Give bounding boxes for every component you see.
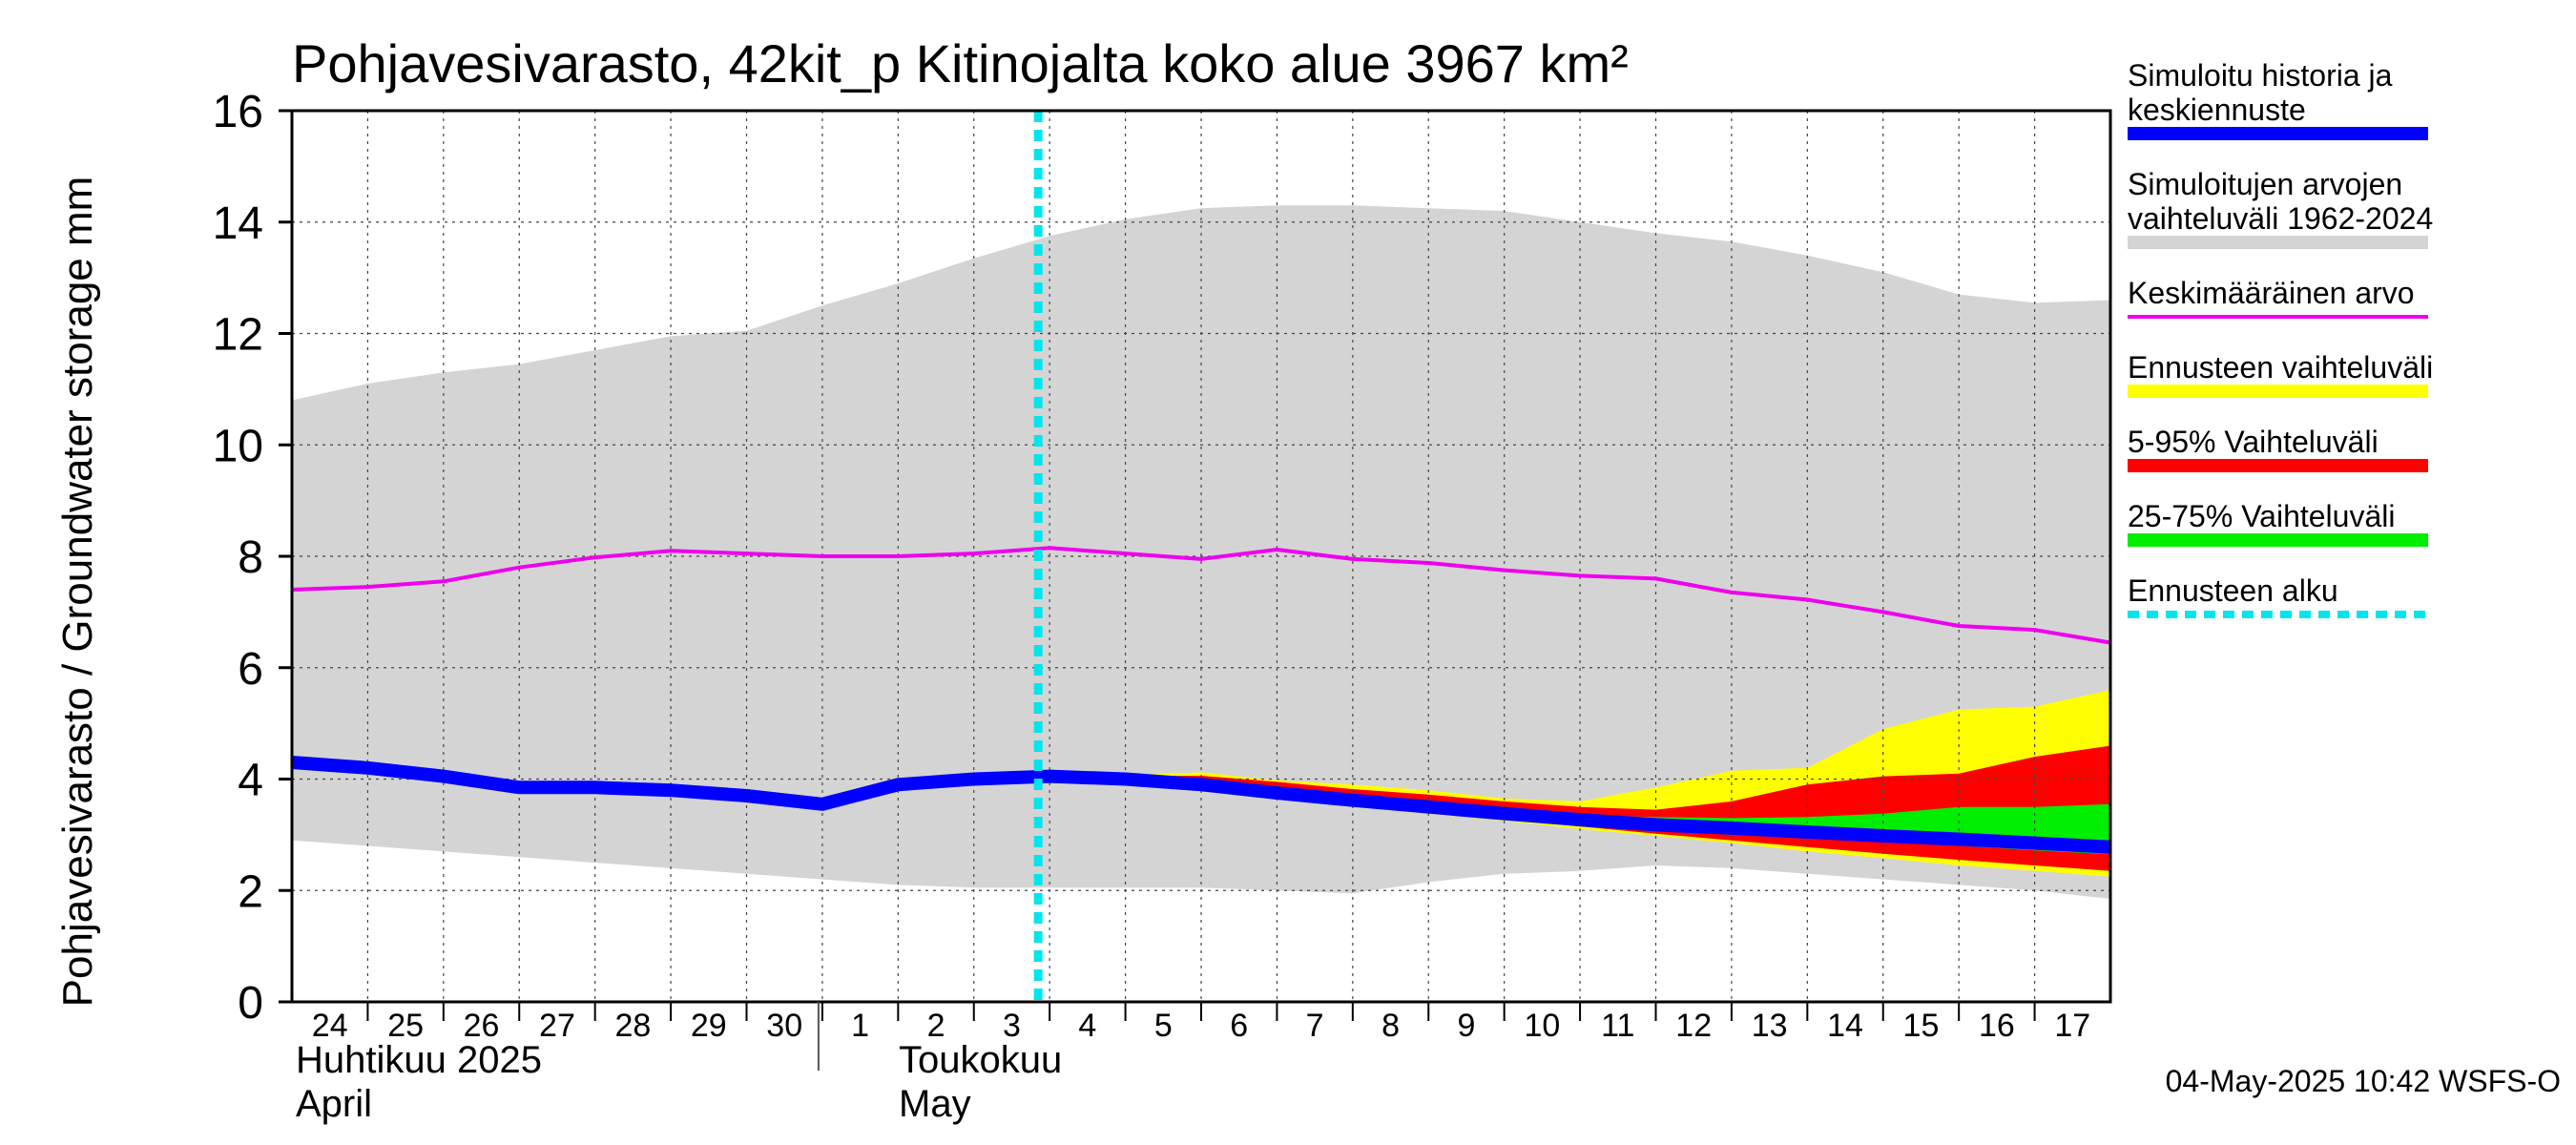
legend-label-3: Ennusteen vaihteluväli [2128,350,2433,385]
x-day-label-6: 30 [766,1008,802,1044]
x-day-label-19: 13 [1752,1008,1788,1044]
y-tick-label-5: 10 [213,421,263,471]
legend-label-6: Ennusteen alku [2128,573,2338,608]
x-day-label-4: 28 [614,1008,651,1044]
x-day-label-18: 12 [1675,1008,1712,1044]
x-day-label-0: 24 [312,1008,348,1044]
x-day-label-17: 11 [1601,1008,1634,1044]
y-tick-label-7: 14 [213,198,263,249]
x-day-label-23: 17 [2054,1008,2090,1044]
chart-title: Pohjavesivarasto, 42kit_p Kitinojalta ko… [292,33,1629,94]
y-tick-label-2: 4 [238,756,263,806]
legend: Simuloitu historia ja keskiennuste Simuloi… [2128,58,2433,618]
x-day-label-14: 8 [1381,1008,1400,1044]
x-day-label-8: 2 [927,1008,945,1044]
x-day-label-10: 4 [1078,1008,1096,1044]
x-day-label-2: 26 [464,1008,500,1044]
series-line-0 [291,546,2111,645]
y-tick-label-0: 0 [238,978,263,1029]
line-layer [291,111,2111,1002]
x-day-label-11: 5 [1154,1008,1173,1044]
legend-label-4: 5-95% Vaihteluväli [2128,425,2379,459]
x-day-label-13: 7 [1306,1008,1324,1044]
grid-layer [292,111,2110,1002]
x-day-label-22: 16 [1979,1008,2015,1044]
legend-label-1: Simuloitujen arvojen vaihteluväli 1962-20… [2128,167,2433,236]
x-day-label-3: 27 [539,1008,575,1044]
x-day-label-1: 25 [387,1008,424,1044]
month-label-en-1: May [899,1083,971,1125]
legend-label-0: Simuloitu historia ja keskiennuste [2128,58,2393,127]
x-day-label-5: 29 [691,1008,727,1044]
legend-label-2: Keskimääräinen arvo [2128,276,2415,310]
y-tick-label-1: 2 [238,866,263,917]
x-day-label-15: 9 [1457,1008,1475,1044]
y-tick-label-8: 16 [213,87,263,137]
footer-timestamp: 04-May-2025 10:42 WSFS-O [2166,1064,2561,1098]
month-label-en-0: April [296,1083,372,1125]
x-day-label-21: 15 [1903,1008,1940,1044]
y-axis-label: Pohjavesivarasto / Groundwater storage m… [54,177,101,1008]
legend-label-5: 25-75% Vaihteluväli [2128,499,2395,533]
month-label-fi-1: Toukokuu [899,1039,1062,1081]
y-tick-label-6: 12 [213,310,263,361]
y-tick-label-4: 8 [238,532,263,583]
x-day-label-9: 3 [1003,1008,1021,1044]
month-label-fi-0: Huhtikuu 2025 [296,1039,542,1081]
x-day-label-16: 10 [1524,1008,1560,1044]
x-day-label-7: 1 [851,1008,869,1044]
x-day-label-12: 6 [1230,1008,1248,1044]
y-tick-label-3: 6 [238,644,263,695]
x-day-label-20: 14 [1827,1008,1863,1044]
series-line-1 [291,756,2111,854]
